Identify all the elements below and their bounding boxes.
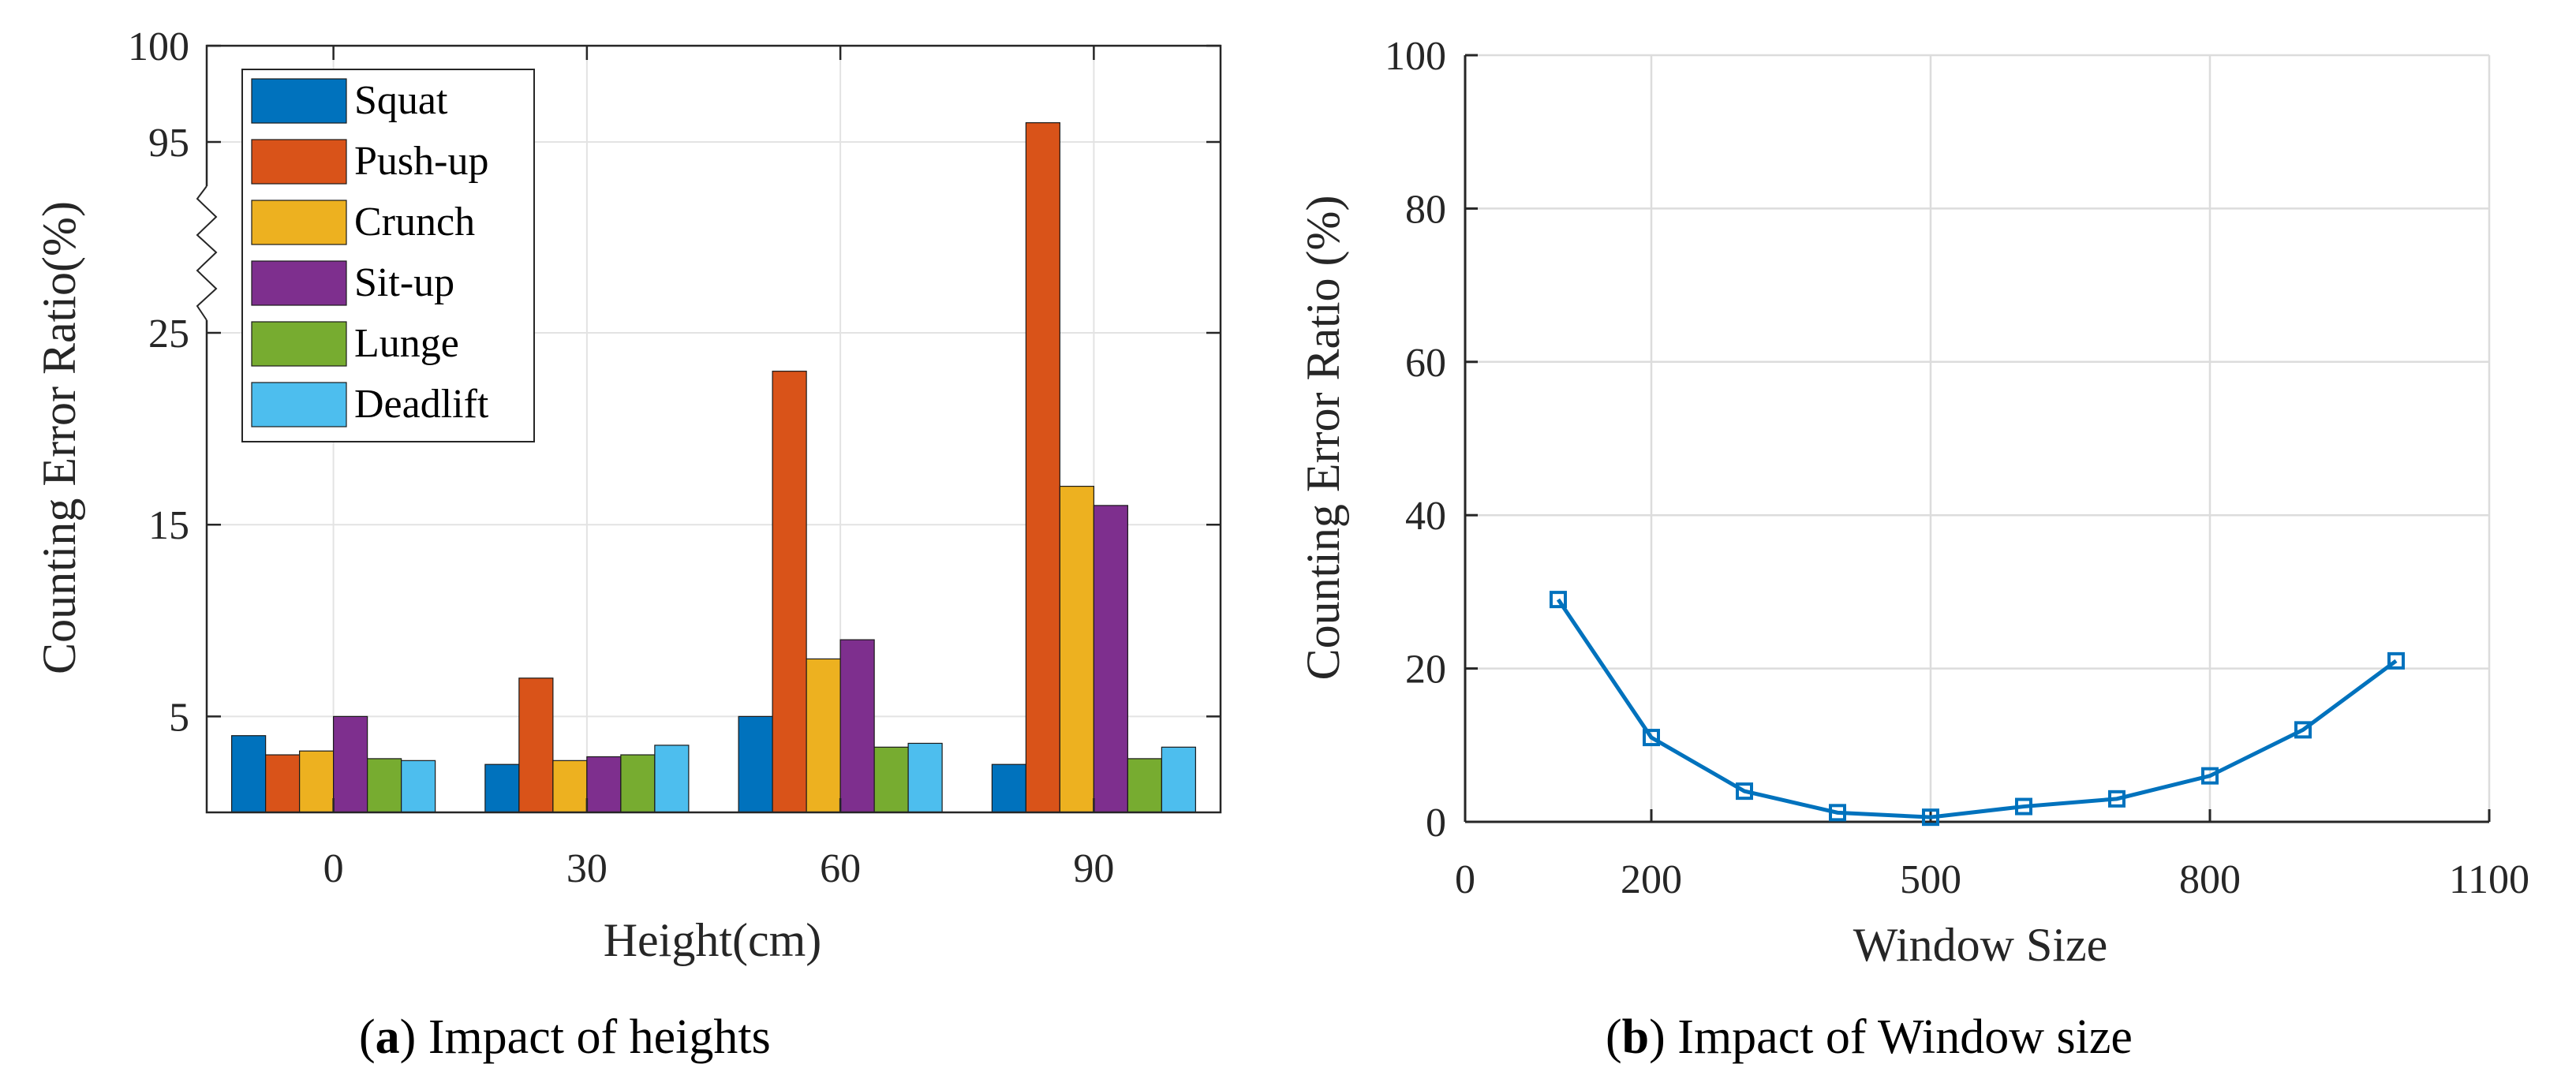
chart-a-legend-label-lunge: Lunge xyxy=(354,321,459,366)
chart-a-bar-crunch-30 xyxy=(553,760,587,812)
chart-a-legend-swatch-squat xyxy=(252,79,346,123)
chart-a-y-axis-label: Counting Error Ratio(%) xyxy=(33,201,85,674)
chart-a: 5 15 25 95 100 0 30 60 90 Squat Push-up Crunch Sit-… xyxy=(33,24,1221,966)
caption-a: (a) Impact of heights xyxy=(359,1010,771,1066)
chart-b-y-tick-label: 0 xyxy=(1426,801,1446,845)
caption-a-label: a xyxy=(376,1010,400,1064)
chart-b-x-tick-label: 800 xyxy=(2179,857,2241,902)
figure: 5 15 25 95 100 0 30 60 90 Squat Push-up Crunch Sit-… xyxy=(0,0,2576,1090)
chart-a-y-tick-label: 25 xyxy=(148,312,189,356)
chart-a-bar-pushup-60 xyxy=(772,371,806,812)
chart-a-x-tick-label: 0 xyxy=(323,846,344,891)
chart-a-x-tick-label: 30 xyxy=(566,846,608,891)
chart-a-y-tick-label: 5 xyxy=(169,695,189,740)
chart-b-x-axis-label: Window Size xyxy=(1853,919,2108,971)
caption-b: (b) Impact of Window size xyxy=(1606,1010,2133,1066)
chart-a-bar-lunge-90 xyxy=(1127,759,1161,812)
chart-a-bar-deadlift-30 xyxy=(655,745,689,812)
chart-a-legend-swatch-crunch xyxy=(252,200,346,245)
chart-a-bar-lunge-0 xyxy=(368,759,402,812)
chart-a-bar-crunch-0 xyxy=(300,751,334,812)
chart-a-bar-lunge-60 xyxy=(874,747,908,812)
chart-b-y-tick-label: 80 xyxy=(1405,187,1446,232)
chart-a-bar-situp-0 xyxy=(334,716,368,812)
chart-a-bar-pushup-90 xyxy=(1026,123,1060,812)
chart-a-y-tick-label: 100 xyxy=(128,24,189,69)
chart-a-x-tick-label: 60 xyxy=(820,846,861,891)
chart-b-y-tick-label: 20 xyxy=(1405,648,1446,692)
caption-b-label: b xyxy=(1622,1010,1649,1064)
caption-a-text: Impact of heights xyxy=(428,1010,771,1064)
chart-a-bar-pushup-0 xyxy=(266,755,300,812)
chart-b-x-tick-label: 500 xyxy=(1900,857,1961,902)
chart-a-bar-squat-90 xyxy=(992,764,1026,812)
chart-b-y-axis-label: Counting Error Ratio (%) xyxy=(1297,196,1349,681)
chart-a-legend-swatch-situp xyxy=(252,261,346,305)
chart-a-bar-deadlift-60 xyxy=(908,743,942,812)
chart-a-legend-label-deadlift: Deadlift xyxy=(354,382,489,427)
chart-a-bar-squat-60 xyxy=(738,716,772,812)
chart-a-bar-situp-30 xyxy=(587,756,621,812)
chart-a-legend-swatch-pushup xyxy=(252,140,346,184)
chart-a-legend-label-crunch: Crunch xyxy=(354,200,475,245)
chart-a-axis-break xyxy=(196,186,218,320)
chart-a-bar-situp-60 xyxy=(840,640,874,812)
chart-a-bar-lunge-30 xyxy=(621,755,655,812)
chart-b-ticks: 0 20 40 60 80 100 0 200 500 800 1100 xyxy=(1385,34,2529,902)
chart-a-legend-swatch-deadlift xyxy=(252,383,346,427)
chart-a-bar-squat-30 xyxy=(485,764,519,812)
chart-b-y-tick-label: 40 xyxy=(1405,494,1446,539)
chart-a-bar-crunch-90 xyxy=(1060,487,1094,812)
chart-a-y-tick-label: 15 xyxy=(148,503,189,548)
chart-b-series-line xyxy=(1558,599,2396,817)
chart-b-y-tick-label: 100 xyxy=(1385,34,1446,79)
chart-a-legend-label-situp: Sit-up xyxy=(354,260,454,305)
chart-a-x-tick-label: 90 xyxy=(1073,846,1114,891)
chart-a-bar-squat-0 xyxy=(232,736,266,812)
chart-a-x-axis-label: Height(cm) xyxy=(604,914,822,966)
chart-a-bar-crunch-60 xyxy=(806,659,840,812)
chart-b-x-tick-label: 0 xyxy=(1455,857,1475,902)
chart-a-legend-label-pushup: Push-up xyxy=(354,139,488,184)
chart-a-bar-deadlift-90 xyxy=(1161,747,1195,812)
chart-b: 0 20 40 60 80 100 0 200 500 800 1100 Window Size C… xyxy=(1297,34,2529,971)
chart-a-bar-pushup-30 xyxy=(519,678,553,812)
chart-a-legend-label-squat: Squat xyxy=(354,78,448,123)
chart-b-x-tick-label: 200 xyxy=(1621,857,1682,902)
chart-a-y-tick-label: 95 xyxy=(148,121,189,166)
caption-b-text: Impact of Window size xyxy=(1677,1010,2133,1064)
chart-b-y-tick-label: 60 xyxy=(1405,341,1446,386)
chart-a-legend: Squat Push-up Crunch Sit-up Lunge Deadlift xyxy=(242,69,534,442)
chart-a-bar-deadlift-0 xyxy=(402,760,436,812)
chart-a-legend-swatch-lunge xyxy=(252,322,346,366)
chart-b-x-tick-label: 1100 xyxy=(2449,857,2529,902)
chart-a-bar-situp-90 xyxy=(1094,506,1127,812)
chart-b-markers xyxy=(1551,592,2403,824)
